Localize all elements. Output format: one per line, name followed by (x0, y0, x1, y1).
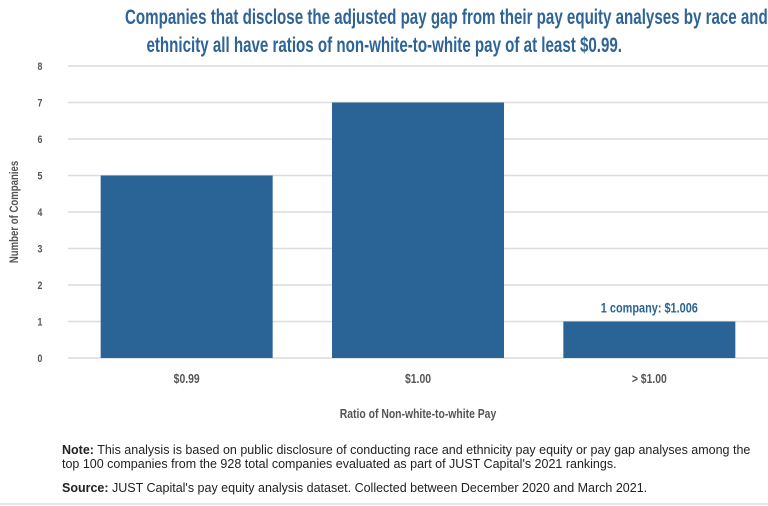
y-tick-label: 1 (38, 317, 43, 329)
bar (563, 321, 736, 358)
source-label: Source: (62, 481, 109, 495)
x-tick-label: $0.99 (174, 372, 200, 386)
y-tick-label: 7 (38, 98, 43, 110)
x-tick-label: > $1.00 (632, 372, 667, 386)
y-tick-label: 4 (38, 207, 43, 219)
note: Note: This analysis is based on public d… (62, 443, 762, 471)
source-text: JUST Capital's pay equity analysis datas… (108, 481, 648, 495)
y-tick-label: 2 (38, 280, 43, 292)
divider (0, 503, 768, 505)
y-tick-label: 0 (38, 353, 43, 365)
bar (332, 102, 504, 358)
data-annotation: 1 company: $1.006 (601, 300, 698, 316)
chart-title-line-2: ethnicity all have ratios of non-white-t… (146, 34, 622, 57)
note-label: Note: (62, 443, 94, 457)
x-axis-label: Ratio of Non-white-to-white Pay (340, 407, 497, 421)
bar (100, 175, 273, 358)
y-tick-label: 8 (38, 61, 43, 73)
y-tick-label: 3 (38, 244, 43, 256)
y-tick-label: 6 (38, 134, 43, 146)
bar-chart: 0 1 2 3 4 5 6 7 8 $0.99 $1.00 > $1.00 1 company: $1.… (8, 61, 768, 421)
y-tick-label: 5 (38, 171, 43, 183)
y-axis-label: Number of Companies (8, 161, 21, 263)
x-tick-label: $1.00 (405, 372, 431, 386)
note-text: This analysis is based on public disclos… (62, 443, 751, 471)
chart-title-line-1: Companies that disclose the adjusted pay… (124, 6, 768, 29)
chart-title: Companies that disclose the adjusted pay… (0, 4, 768, 60)
source: Source: JUST Capital's pay equity analys… (62, 481, 647, 495)
